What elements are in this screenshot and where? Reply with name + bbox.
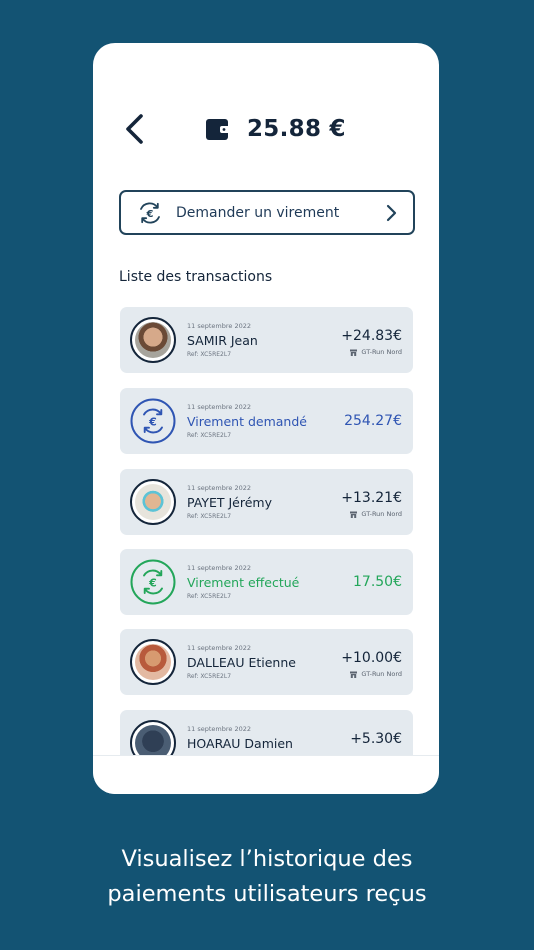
transaction-card[interactable]: 11 septembre 2022 PAYET Jérémy Ref: XC5R… — [120, 469, 413, 535]
euro-exchange-icon: € — [140, 202, 160, 223]
wallet-icon — [206, 119, 230, 140]
transaction-ref: Ref: XC5RE2L7 — [187, 432, 232, 439]
svg-text:€: € — [148, 416, 157, 429]
transaction-date: 11 septembre 2022 — [187, 644, 251, 652]
balance-amount: 25.88 € — [247, 116, 346, 142]
transaction-ref: Ref: XC5RE2L7 — [187, 593, 232, 600]
transaction-amount: +24.83€ — [341, 328, 402, 344]
store-icon — [350, 511, 358, 518]
transaction-date: 11 septembre 2022 — [187, 322, 251, 330]
euro-exchange-icon: € — [130, 398, 176, 444]
store-icon — [350, 671, 358, 678]
avatar — [130, 479, 176, 525]
transaction-location: GT-Run Nord — [350, 510, 402, 518]
transactions-list-title: Liste des transactions — [119, 269, 273, 285]
bottom-bar — [93, 755, 439, 794]
transaction-name: HOARAU Damien — [187, 736, 293, 751]
back-arrow-icon[interactable] — [123, 113, 147, 145]
transaction-card[interactable]: 11 septembre 2022 SAMIR Jean Ref: XC5RE2… — [120, 307, 413, 373]
transaction-date: 11 septembre 2022 — [187, 484, 251, 492]
avatar — [130, 317, 176, 363]
transaction-name: PAYET Jérémy — [187, 495, 272, 510]
transaction-amount: +10.00€ — [341, 650, 402, 666]
transactions-list[interactable]: 11 septembre 2022 SAMIR Jean Ref: XC5RE2… — [119, 307, 414, 755]
euro-exchange-icon: € — [130, 559, 176, 605]
transaction-card[interactable]: € 11 septembre 2022 Virement demandé Ref… — [120, 388, 413, 454]
transaction-ref: Ref: XC5RE2L7 — [187, 673, 232, 680]
svg-text:€: € — [146, 209, 154, 220]
location-label: GT-Run Nord — [361, 510, 402, 518]
request-transfer-label: Demander un virement — [176, 204, 340, 221]
location-label: GT-Run Nord — [361, 348, 402, 356]
balance-display: 25.88 € — [205, 113, 346, 145]
transaction-location: GT-Run Nord — [350, 670, 402, 678]
transaction-date: 11 septembre 2022 — [187, 403, 251, 411]
svg-text:€: € — [148, 577, 157, 590]
transaction-location: GT-Run Nord — [350, 348, 402, 356]
avatar — [130, 639, 176, 685]
transaction-date: 11 septembre 2022 — [187, 725, 251, 733]
transaction-amount: 17.50€ — [353, 574, 402, 590]
caption-line-1: Visualisez l’historique des — [121, 846, 413, 872]
transaction-card[interactable]: € 11 septembre 2022 Virement effectué Re… — [120, 549, 413, 615]
transaction-name: Virement demandé — [187, 414, 307, 429]
transaction-card[interactable]: 11 septembre 2022 HOARAU Damien +5.30€ — [120, 710, 413, 755]
transaction-name: SAMIR Jean — [187, 333, 258, 348]
transaction-amount: +5.30€ — [350, 731, 402, 747]
transaction-ref: Ref: XC5RE2L7 — [187, 513, 232, 520]
transaction-ref: Ref: XC5RE2L7 — [187, 351, 232, 358]
promo-caption: Visualisez l’historique des paiements ut… — [0, 842, 534, 912]
transaction-amount: +13.21€ — [341, 490, 402, 506]
transaction-card[interactable]: 11 septembre 2022 DALLEAU Etienne Ref: X… — [120, 629, 413, 695]
location-label: GT-Run Nord — [361, 670, 402, 678]
store-icon — [350, 349, 358, 356]
transaction-amount: 254.27€ — [344, 413, 402, 429]
transaction-name: Virement effectué — [187, 575, 300, 590]
transaction-name: DALLEAU Etienne — [187, 655, 296, 670]
transaction-date: 11 septembre 2022 — [187, 564, 251, 572]
avatar — [130, 720, 176, 755]
caption-line-2: paiements utilisateurs reçus — [107, 881, 427, 907]
chevron-right-icon — [386, 204, 397, 221]
request-transfer-button[interactable]: € Demander un virement — [119, 190, 415, 235]
phone-screen: 25.88 € € Demander un virement Liste des… — [93, 43, 439, 794]
